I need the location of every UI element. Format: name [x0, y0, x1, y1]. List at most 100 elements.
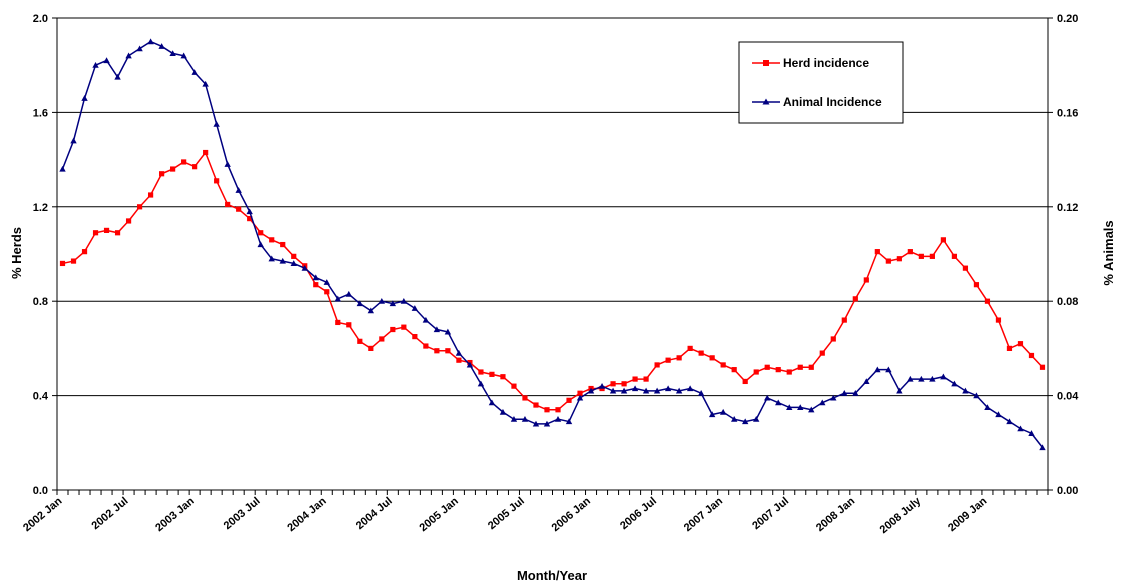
data-point-square [125, 218, 132, 224]
series-animal-incidence [59, 38, 1046, 451]
data-point-square [522, 395, 528, 401]
data-point-triangle [268, 255, 275, 262]
data-point-triangle [389, 300, 397, 307]
data-point-square [687, 345, 693, 351]
data-point-triangle [466, 361, 474, 368]
data-point-square [874, 249, 880, 255]
data-point-triangle [136, 45, 143, 52]
left-tick-label: 2.0 [33, 13, 48, 25]
data-point-square [456, 357, 462, 363]
x-tick-label: 2005 Jan [418, 495, 462, 534]
data-point-triangle [499, 408, 507, 415]
data-point-square [136, 204, 143, 210]
data-point-square [907, 249, 913, 255]
data-point-triangle [995, 411, 1002, 418]
data-point-triangle [730, 416, 738, 422]
data-point-triangle [764, 394, 771, 401]
data-point-triangle [400, 298, 408, 304]
data-point-square [92, 230, 99, 236]
x-tick-label: 2008 July [878, 495, 924, 537]
data-point-square [478, 369, 484, 375]
data-point-triangle [951, 380, 958, 387]
data-point-square [610, 381, 616, 387]
data-point-triangle [896, 387, 903, 394]
data-point-square [775, 367, 781, 373]
data-point-triangle [158, 43, 165, 49]
data-point-triangle [907, 375, 914, 382]
data-point-triangle [885, 366, 892, 373]
data-point-triangle [984, 404, 991, 410]
data-point-triangle [653, 387, 661, 394]
data-point-square [786, 369, 792, 375]
x-tick-label: 2002 Jul [90, 495, 131, 532]
right-tick-label: 0.08 [1057, 296, 1078, 308]
data-point-square [192, 164, 198, 170]
left-y-axis-title: % Herds [9, 227, 24, 279]
data-point-triangle [521, 416, 529, 422]
data-point-square [500, 374, 506, 380]
data-point-triangle [356, 300, 364, 307]
data-point-square [555, 407, 561, 413]
data-point-triangle [92, 62, 99, 68]
data-point-square [1028, 352, 1035, 359]
data-point-square [70, 258, 77, 264]
data-point-triangle [202, 80, 209, 87]
data-point-triangle [808, 406, 815, 413]
data-point-square [159, 171, 165, 177]
series-line [61, 40, 1044, 448]
data-point-triangle [169, 50, 176, 56]
series-herd-incidence [59, 149, 1046, 413]
data-point-square [324, 289, 330, 295]
data-point-triangle [312, 274, 319, 281]
data-point-square [830, 336, 836, 342]
data-point-triangle [191, 69, 198, 75]
data-point-square [434, 348, 440, 354]
series-line [62, 151, 1044, 411]
data-point-square [797, 364, 803, 370]
data-point-square [643, 376, 649, 382]
data-point-square [258, 230, 264, 236]
data-point-square [731, 367, 737, 373]
data-point-triangle [345, 290, 352, 297]
data-point-square [709, 355, 715, 361]
left-tick-label: 1.2 [33, 202, 48, 214]
data-point-triangle [477, 380, 485, 387]
data-point-square [632, 376, 638, 382]
data-point-square [918, 253, 924, 259]
data-point-square [533, 402, 539, 408]
data-point-triangle [1028, 430, 1035, 436]
data-point-square [929, 253, 935, 259]
data-point-square [489, 371, 495, 377]
data-point-square [81, 249, 88, 255]
data-point-square [742, 378, 748, 385]
data-point-triangle [224, 161, 231, 167]
data-point-triangle [841, 390, 848, 396]
right-tick-label: 0.20 [1057, 13, 1078, 25]
data-point-triangle [1017, 425, 1024, 432]
data-point-triangle [863, 378, 870, 385]
data-point-square [566, 397, 572, 403]
data-point-square [544, 407, 550, 413]
data-point-square [951, 253, 958, 259]
data-point-square [280, 241, 286, 248]
x-tick-label: 2004 Jan [285, 495, 329, 534]
x-tick-label: 2002 Jan [21, 495, 65, 534]
series-group [59, 38, 1046, 451]
data-point-square [720, 362, 726, 368]
x-tick-label: 2005 Jul [486, 495, 527, 532]
data-point-square [346, 322, 352, 328]
data-point-triangle [631, 385, 639, 392]
data-point-triangle [786, 404, 793, 410]
data-point-square [291, 253, 297, 259]
data-point-triangle [1039, 444, 1046, 451]
data-point-square [852, 296, 858, 302]
data-point-square [390, 326, 396, 333]
data-point-triangle [852, 390, 859, 396]
data-point-triangle [147, 38, 154, 45]
data-point-square [962, 265, 969, 271]
data-point-triangle [422, 316, 430, 323]
data-point-square [203, 149, 209, 156]
data-point-triangle [367, 307, 375, 314]
tick-labels: 0.0 0.00 0.4 0.04 0.8 0.08 1.2 0.12 1.6 0.16 2.0 0.… [21, 13, 1079, 536]
